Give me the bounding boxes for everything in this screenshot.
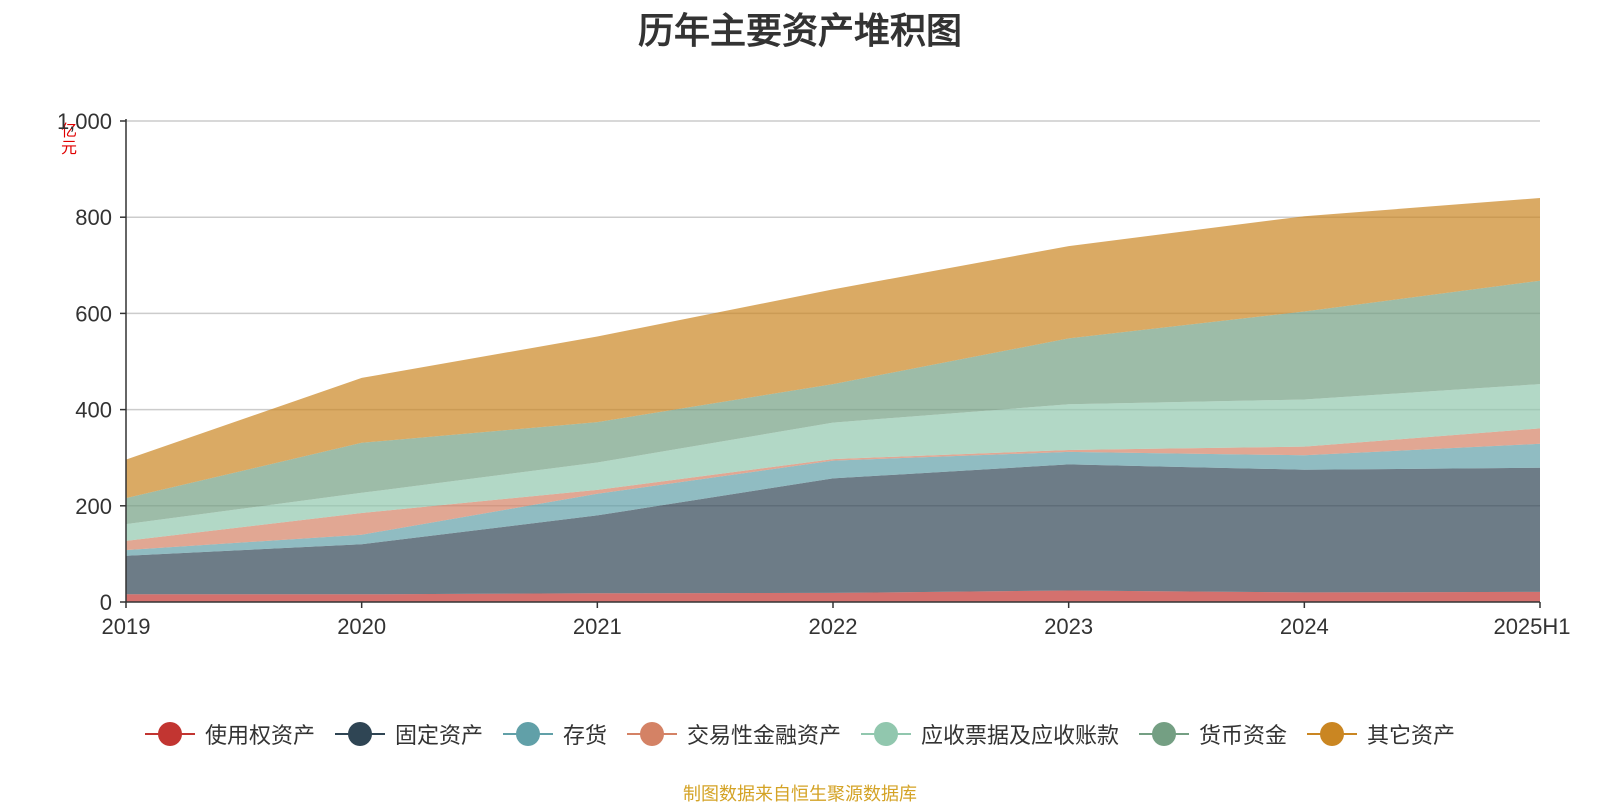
area-series-2 (126, 443, 1540, 556)
x-tick-label: 2024 (1280, 614, 1329, 639)
area-series-3 (126, 428, 1540, 551)
legend-swatch-icon (334, 721, 385, 747)
legend-dot-icon (515, 722, 540, 746)
legend-item-4[interactable]: 应收票据及应收账款 (861, 718, 1119, 750)
y-tick-label: 0 (100, 590, 112, 615)
area-series-1 (126, 464, 1540, 595)
legend-item-6[interactable]: 其它资产 (1307, 718, 1455, 750)
legend-item-2[interactable]: 存货 (502, 718, 607, 750)
stacked-areas (126, 198, 1540, 602)
x-tick-label: 2019 (102, 614, 151, 639)
legend-label: 交易性金融资产 (686, 723, 841, 748)
y-tick-label: 600 (75, 301, 112, 326)
legend-swatch-icon (861, 721, 911, 747)
chart-plot-area: 0 200 400 600 800 1,000 2019 2020 2021 2022 2023 20… (57, 109, 1571, 639)
legend-item-0[interactable]: 使用权资产 (144, 718, 315, 750)
x-tick-label: 2022 (809, 614, 858, 639)
x-tick-label: 2021 (573, 614, 622, 639)
area-series-5 (126, 280, 1540, 525)
legend-label: 其它资产 (1367, 723, 1456, 748)
legend-swatch-icon (626, 721, 677, 747)
legend-swatch-icon (144, 721, 195, 747)
legend-label: 货币资金 (1199, 723, 1288, 748)
legend-item-1[interactable]: 固定资产 (334, 718, 483, 750)
legend-label: 存货 (562, 723, 607, 748)
y-tick-label: 800 (75, 205, 112, 230)
legend-swatch-icon (1307, 721, 1358, 747)
chart-title: 历年主要资产堆积图 (637, 10, 962, 51)
legend-dot-icon (639, 722, 664, 746)
legend: 使用权资产 固定资产 存货 交易性金融资产 应收票据及应收账款 货币资金 其它资产 (0, 718, 1600, 750)
area-series-0 (126, 590, 1540, 602)
axes: 0 200 400 600 800 1,000 2019 2020 2021 2022 2023 20… (57, 109, 1571, 639)
legend-label: 固定资产 (394, 723, 483, 748)
legend-swatch-icon (1139, 721, 1190, 747)
x-tick-label: 2025H1 (1493, 614, 1570, 639)
y-tick-label: 200 (75, 494, 112, 519)
legend-item-5[interactable]: 货币资金 (1139, 718, 1287, 750)
legend-dot-icon (1320, 722, 1345, 746)
y-tick-label: 400 (75, 398, 112, 423)
legend-dot-icon (157, 722, 182, 746)
y-tick-label: 1,000 (57, 109, 112, 134)
legend-item-3[interactable]: 交易性金融资产 (626, 718, 841, 750)
area-series-6 (126, 198, 1540, 499)
legend-dot-icon (1152, 722, 1177, 746)
data-source-note: 制图数据来自恒生聚源数据库 (683, 784, 917, 804)
area-series-4 (126, 384, 1540, 541)
legend-label: 应收票据及应收账款 (921, 723, 1120, 748)
legend-swatch-icon (502, 721, 553, 747)
legend-label: 使用权资产 (204, 723, 315, 748)
legend-dot-icon (347, 722, 372, 746)
legend-dot-icon (874, 722, 898, 746)
y-axis-unit-label: 亿元 (58, 122, 75, 156)
x-tick-label: 2020 (337, 614, 386, 639)
x-tick-label: 2023 (1044, 614, 1093, 639)
